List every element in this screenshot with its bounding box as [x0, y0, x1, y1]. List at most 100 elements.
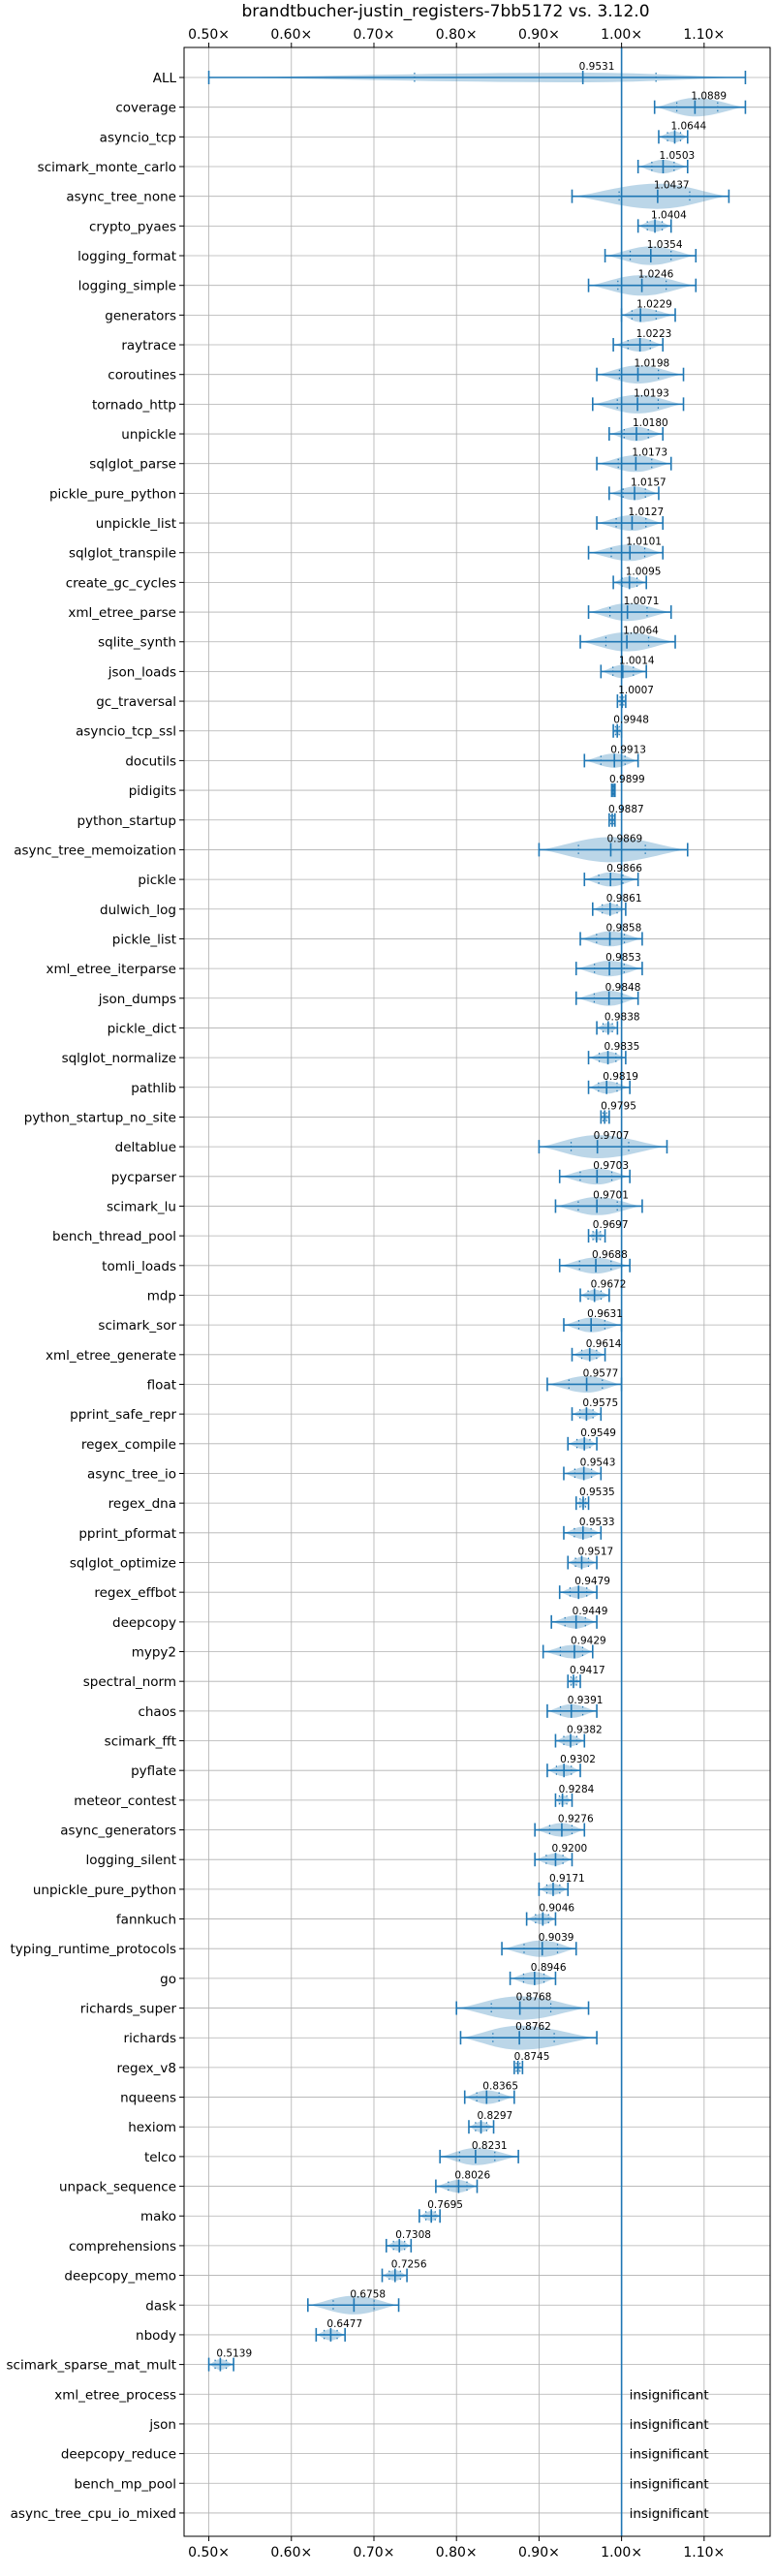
data-label: 0.9531: [579, 61, 615, 73]
category-label: pidigits: [129, 783, 176, 799]
category-label: unpickle_list: [96, 516, 176, 532]
data-label: 0.9861: [606, 893, 642, 905]
category-label: dulwich_log: [100, 903, 176, 918]
data-label: 1.0095: [626, 566, 662, 577]
category-label: scimark_fft: [105, 1734, 176, 1750]
data-label: 0.8762: [515, 2021, 551, 2033]
data-label: 1.0101: [626, 537, 662, 548]
data-label: 1.0193: [634, 387, 669, 399]
insignificant-label: insignificant: [630, 2447, 709, 2463]
data-label: 0.8946: [531, 1962, 567, 1974]
category-label: pathlib: [131, 1081, 176, 1096]
category-label: pprint_safe_repr: [70, 1407, 176, 1423]
category-label: fannkuch: [116, 1913, 176, 1928]
data-label: 0.9449: [573, 1606, 608, 1617]
data-label: 0.9631: [587, 1308, 623, 1320]
category-label: nqueens: [120, 2091, 176, 2106]
axis-ticks: 0.50× 0.50× 0.60× 0.60× 0.70× 0.70× 0.80× 0.80×…: [179, 27, 725, 2561]
category-label: json: [148, 2417, 176, 2433]
x-tick-label-top: 0.90×: [518, 27, 560, 43]
x-tick-label-bottom: 1.00×: [601, 2545, 642, 2561]
category-label: dask: [145, 2298, 176, 2314]
data-label: 1.0127: [628, 506, 664, 518]
data-label: 0.9517: [577, 1547, 613, 1558]
data-label: 1.0229: [636, 298, 672, 310]
data-label: 0.9575: [582, 1397, 618, 1409]
category-label: richards: [124, 2031, 176, 2046]
category-label: float: [147, 1377, 176, 1393]
category-label: pycparser: [111, 1170, 177, 1185]
data-label: 0.9543: [580, 1457, 616, 1468]
x-tick-label-top: 1.00×: [601, 27, 642, 43]
category-label: mdp: [147, 1288, 176, 1303]
data-label: 1.0503: [659, 150, 695, 162]
plot-frame: [183, 46, 771, 2537]
data-label: 0.9046: [539, 1903, 574, 1915]
data-label: 1.0071: [624, 596, 660, 607]
chart-title: brandtbucher-justin_registers-7bb5172 vs…: [241, 2, 649, 21]
category-label: spectral_norm: [83, 1674, 176, 1690]
category-label: regex_compile: [81, 1437, 176, 1453]
data-label: 0.9835: [604, 1041, 640, 1053]
data-label: 1.0246: [638, 269, 674, 281]
insignificant-label: insignificant: [630, 2476, 709, 2492]
category-label: deepcopy_memo: [64, 2269, 176, 2285]
data-label: 1.0889: [691, 91, 727, 103]
category-label: mypy2: [132, 1645, 176, 1661]
data-label: 0.9533: [579, 1517, 615, 1528]
category-label: telco: [144, 2150, 176, 2165]
category-label: async_generators: [60, 1824, 176, 1839]
data-label: 0.9795: [601, 1100, 636, 1112]
x-tick-label-bottom: 0.70×: [354, 2545, 395, 2561]
data-label: 0.9697: [593, 1219, 629, 1231]
data-label: 1.0644: [670, 120, 706, 132]
data-label: 1.0064: [623, 626, 659, 637]
data-label: 0.9819: [603, 1071, 638, 1083]
category-label: crypto_pyaes: [89, 219, 176, 234]
category-label: xml_etree_process: [54, 2387, 176, 2403]
data-label: 0.9948: [613, 715, 649, 726]
data-label: 0.7308: [395, 2229, 431, 2241]
insignificant-label: insignificant: [630, 2506, 709, 2522]
data-label: 0.9688: [592, 1249, 628, 1261]
data-label: 0.9848: [605, 982, 641, 994]
x-tick-label-bottom: 0.60×: [270, 2545, 312, 2561]
category-label: unpickle: [121, 427, 176, 443]
x-tick-label-bottom: 0.80×: [436, 2545, 478, 2561]
category-label: logging_silent: [86, 1853, 176, 1868]
insignificant-label: insignificant: [630, 2417, 709, 2433]
category-label: pickle_pure_python: [49, 486, 176, 502]
category-label: deepcopy_reduce: [61, 2447, 176, 2463]
category-label: go: [160, 1972, 176, 1987]
data-label: 0.8026: [454, 2170, 490, 2182]
category-label: tornado_http: [92, 397, 176, 413]
data-label: 0.9276: [558, 1814, 594, 1825]
category-label: regex_dna: [108, 1496, 176, 1512]
category-label: sqlite_synth: [98, 635, 176, 651]
category-label: gc_traversal: [96, 694, 176, 710]
category-label: logging_format: [78, 249, 176, 264]
data-label: 1.0354: [647, 239, 683, 251]
data-label: 0.5139: [216, 2348, 252, 2360]
data-label: 0.9614: [586, 1338, 622, 1350]
category-label: deepcopy: [112, 1615, 176, 1631]
data-label: 0.9838: [604, 1011, 640, 1023]
data-label: 0.8231: [472, 2140, 508, 2152]
data-label: 0.6477: [326, 2318, 362, 2330]
data-label: 0.9039: [539, 1932, 574, 1944]
category-label: docutils: [125, 753, 176, 769]
x-tick-label-bottom: 0.90×: [518, 2545, 560, 2561]
data-label: 1.0157: [631, 476, 666, 488]
category-label: typing_runtime_protocols: [11, 1942, 177, 1957]
category-label: nbody: [136, 2328, 176, 2344]
category-label: unpack_sequence: [59, 2180, 176, 2195]
data-label: 0.7256: [391, 2259, 427, 2271]
data-label: 0.6758: [350, 2288, 386, 2300]
data-label: 1.0014: [619, 655, 655, 666]
category-label: deltablue: [115, 1140, 176, 1155]
category-label: asyncio_tcp_ssl: [76, 724, 176, 740]
data-label: 0.9858: [606, 922, 642, 934]
insignificant-label: insignificant: [630, 2387, 709, 2403]
x-tick-label-top: 0.60×: [270, 27, 312, 43]
data-label: 0.9707: [594, 1130, 630, 1142]
